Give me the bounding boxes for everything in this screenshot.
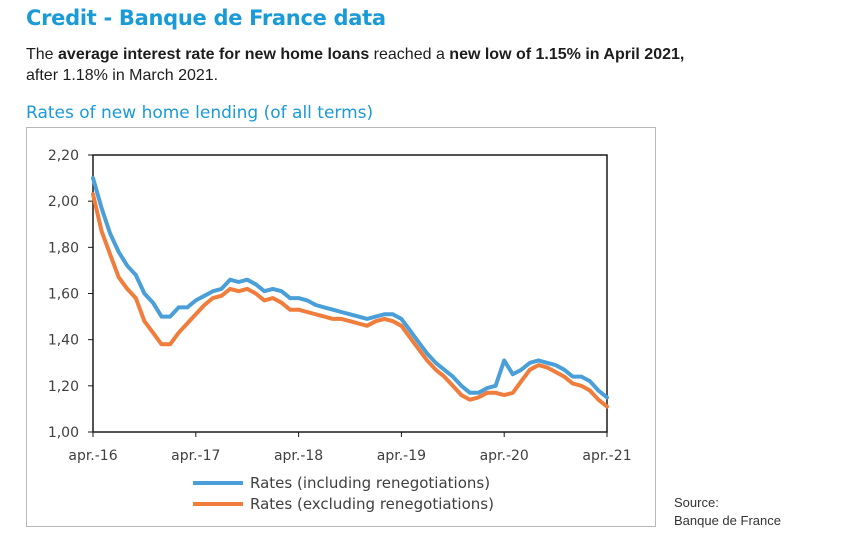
source-label: Source: (674, 495, 719, 510)
summary-text-3: after 1.18% in March 2021. (26, 67, 219, 84)
y-tick-label: 2,00 (48, 194, 79, 210)
plot-area (92, 154, 608, 433)
y-axis: 1,00 1,20 1,40 1,60 1,80 2,00 2,20 (48, 148, 93, 441)
x-tick-label: apr.-17 (171, 448, 220, 464)
summary-bold-2: new low of 1.15% in April 2021, (449, 46, 685, 63)
summary-text: The average interest rate for new home l… (26, 44, 826, 86)
y-tick-label: 1,80 (48, 240, 79, 256)
source-note: Source: Banque de France (674, 494, 781, 530)
x-tick-label: apr.-18 (274, 448, 323, 464)
x-tick-label: apr.-21 (582, 448, 631, 464)
page-title: Credit - Banque de France data (26, 6, 386, 30)
y-tick-label: 1,60 (48, 287, 79, 303)
x-tick-label: apr.-19 (377, 448, 426, 464)
series-line-2 (91, 192, 609, 409)
y-tick-label: 1,00 (48, 425, 79, 441)
line-chart: 1,001,201,401,601,802,002,20 apr.-16 apr.… (48, 148, 632, 513)
series-lines (91, 176, 609, 409)
summary-text-1: The (26, 46, 59, 63)
x-tick-label: apr.-16 (68, 448, 117, 464)
legend-label-1: Rates (including renegotiations) (250, 474, 490, 492)
y-tick-label: 1,20 (48, 379, 79, 395)
x-tick-label: apr.-20 (480, 448, 529, 464)
y-tick-label: 2,20 (48, 148, 79, 164)
plot-border (92, 154, 608, 433)
chart-frame: 1,00 1,20 1,40 1,60 1,80 2,00 2,20 apr.-16 apr.… (26, 127, 656, 527)
summary-text-2: reached a (369, 46, 450, 63)
chart-title: Rates of new home lending (of all terms) (26, 103, 374, 123)
legend-label-2: Rates (excluding renegotiations) (250, 495, 494, 513)
source-name: Banque de France (674, 513, 781, 528)
series-line-1 (91, 176, 609, 400)
legend: Rates (including renegotiations) Rates (e… (193, 474, 494, 513)
summary-bold-1: average interest rate for new home loans (58, 46, 370, 63)
y-tick-label: 1,40 (48, 333, 79, 349)
x-axis: apr.-16 apr.-17 apr.-18 apr.-19 apr.-20 apr.-… (68, 432, 632, 464)
